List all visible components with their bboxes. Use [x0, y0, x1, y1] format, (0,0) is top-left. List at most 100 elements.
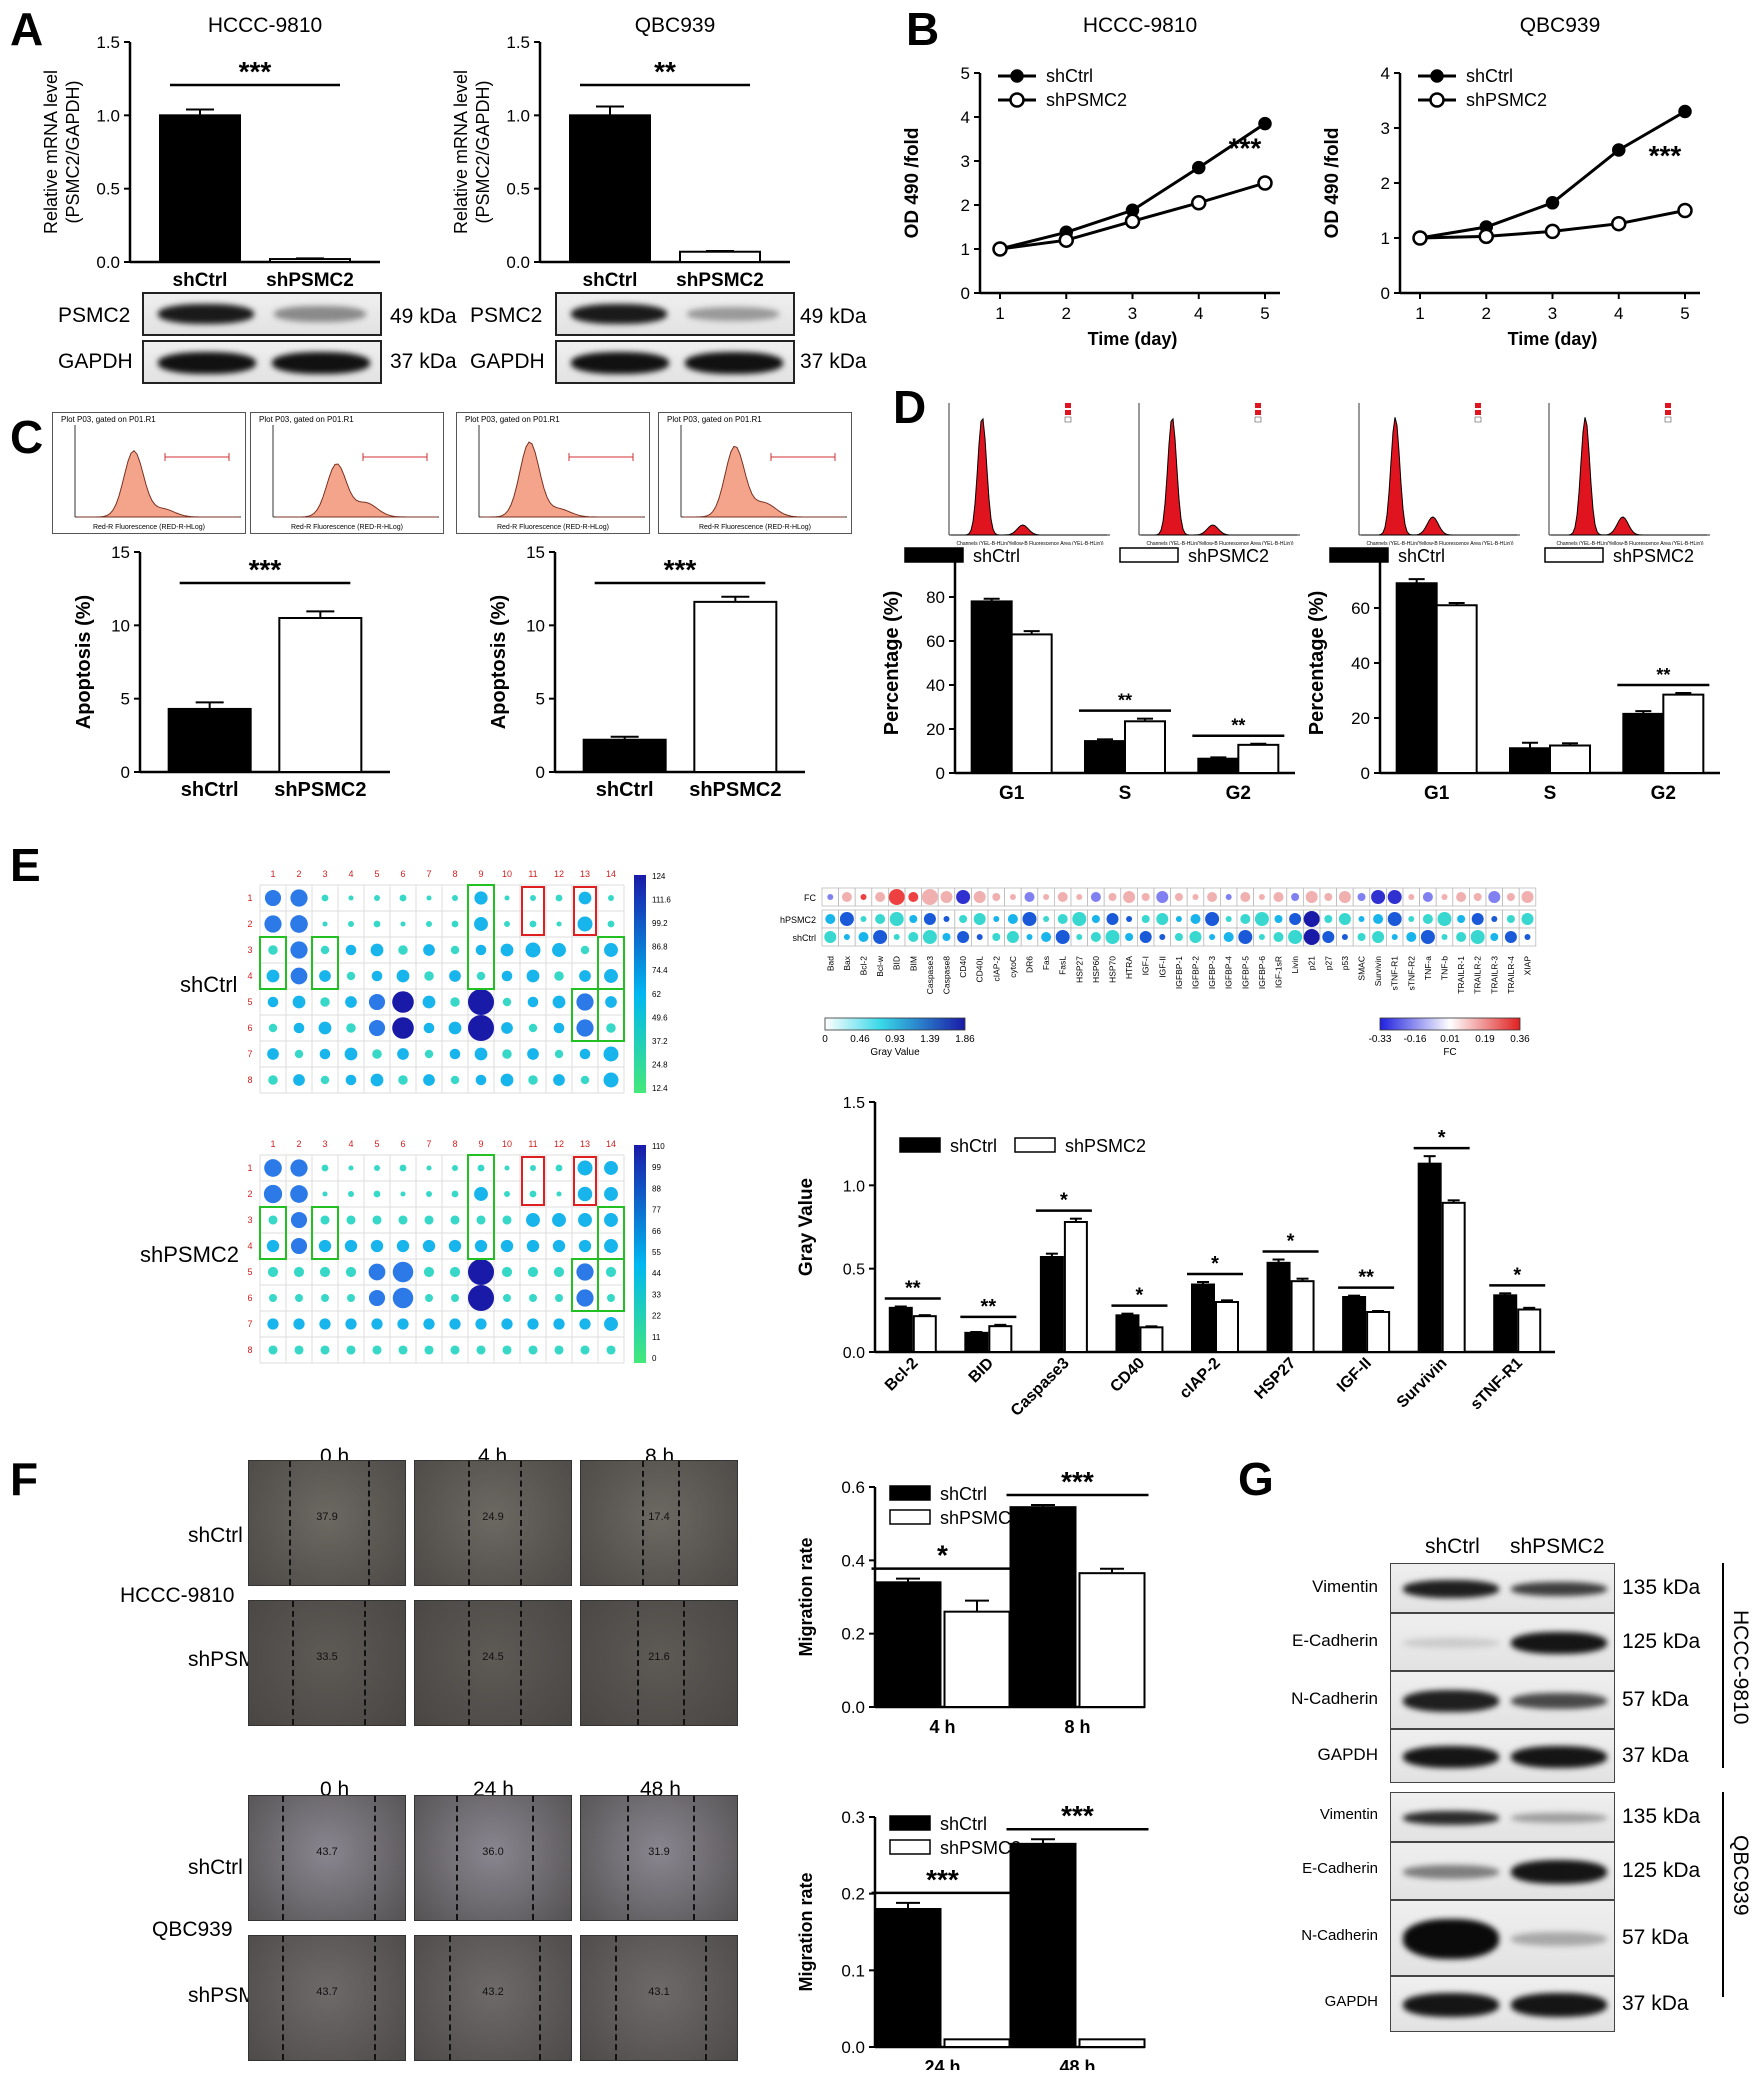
- chart-title: QBC939: [635, 14, 716, 37]
- bar-shpsmc2: [943, 2038, 1011, 2048]
- data-point: [1612, 143, 1626, 157]
- dotplot-spot: [604, 1317, 618, 1331]
- dotplot-spot: [320, 1345, 330, 1355]
- dotplot-spot: [576, 1019, 594, 1037]
- data-point: [1678, 104, 1692, 119]
- heat-spot: [1156, 891, 1169, 903]
- heat-spot: [825, 914, 836, 924]
- heat-spot: [1205, 912, 1220, 926]
- dotplot-spot: [526, 969, 540, 983]
- legend-label: shPSMC2: [1466, 90, 1547, 110]
- legend-swatch: [889, 1839, 931, 1855]
- dotplot-spot: [322, 1191, 328, 1197]
- dotplot-spot: [268, 945, 278, 955]
- dotplot-spot: [372, 1049, 382, 1059]
- legend-label: shPSMC2: [1065, 1136, 1146, 1156]
- dotplot-spot: [604, 1161, 618, 1175]
- dotplot-spot: [267, 1318, 279, 1330]
- dotplot-shpsmc2: 1 2 3 4 5 6 7 8 9 10 11 12 13 14123456781109988776655…: [247, 1139, 665, 1364]
- wound-image: 36.0: [414, 1795, 572, 1921]
- heat-spot: [1090, 932, 1101, 942]
- y-axis-label: Migration rate: [796, 1537, 816, 1656]
- x-tick-label: 1: [1415, 304, 1424, 323]
- wound-edge-line: [693, 1796, 696, 1920]
- panel-letter-f: F: [10, 1453, 39, 1505]
- bar-shpsmc2: [1237, 743, 1280, 774]
- y-tick-label: 0: [1381, 284, 1390, 303]
- dotplot-spot: [502, 997, 512, 1007]
- legend-swatch: [904, 547, 964, 563]
- red-highlight-box: [521, 1156, 545, 1206]
- significance-marker: *: [1060, 1190, 1068, 1212]
- dotplot-spot: [553, 1074, 565, 1086]
- blot-band: [1511, 1860, 1607, 1884]
- dotplot-spot: [450, 1345, 460, 1355]
- dotplot-spot: [500, 1239, 514, 1253]
- antibody-label: CD40: [958, 956, 968, 978]
- y-tick-label: 10: [526, 616, 545, 635]
- bar-shpsmc2: [1215, 1301, 1239, 1353]
- antibody-label: p53: [1340, 956, 1350, 970]
- wound-image: 24.5: [414, 1600, 572, 1726]
- heat-spot: [841, 892, 852, 902]
- heat-spot: [1108, 893, 1117, 901]
- x-tick-label: 5: [1260, 304, 1269, 323]
- wound-width-value: 43.7: [316, 1845, 338, 1858]
- cc-legend-swatch: [1064, 416, 1072, 423]
- heat-spot: [1358, 916, 1365, 922]
- bar-shctrl: [569, 114, 651, 264]
- fc-scale-label: -0.16: [1404, 1034, 1427, 1045]
- y-tick-label: 60: [926, 632, 945, 651]
- bar-shctrl: [874, 1581, 942, 1708]
- dotplot-col-label: 4: [348, 1139, 353, 1149]
- dotplot-spot: [372, 1345, 382, 1355]
- bar-shctrl: [874, 1908, 942, 2048]
- gray-scale-label: 0: [822, 1034, 828, 1045]
- y-tick-label: 0.1: [841, 1961, 865, 1980]
- dotplot-spot: [504, 1165, 510, 1171]
- bar-shctrl: [970, 600, 1013, 775]
- color-scale-bar: [634, 1145, 646, 1363]
- wound-width-value: 24.9: [482, 1510, 504, 1523]
- legend-swatch: [889, 1485, 931, 1501]
- wound-width-value: 24.5: [482, 1650, 504, 1663]
- dotplot-spot: [264, 1159, 282, 1177]
- color-scale-label: 0: [652, 1354, 657, 1363]
- dotplot-spot: [263, 1184, 283, 1204]
- y-tick-label: 0.5: [843, 1262, 865, 1279]
- wound-edge-line: [364, 1601, 367, 1725]
- category-label: G2: [1226, 783, 1251, 804]
- bar-shctrl: [1191, 1283, 1215, 1353]
- dotplot-spot: [347, 1294, 355, 1302]
- dotplot-spot: [424, 971, 434, 981]
- dotplot-spot: [268, 1345, 278, 1355]
- color-scale-label: 111.6: [652, 896, 671, 905]
- dotplot-row-label: 6: [247, 1293, 252, 1303]
- color-scale-label: 62: [652, 990, 661, 999]
- dotplot-spot: [368, 1289, 386, 1307]
- significance-marker: ***: [1061, 1800, 1094, 1831]
- bar-shpsmc2: [1010, 633, 1053, 775]
- bar-shctrl: [1039, 1256, 1064, 1353]
- color-scale-label: 11: [652, 1333, 661, 1342]
- dotplot-spot: [450, 1075, 460, 1085]
- dotplot-spot: [292, 995, 306, 1009]
- color-scale-label: 22: [652, 1312, 661, 1321]
- bar-shpsmc2: [269, 258, 351, 263]
- antibody-label: HSP60: [1091, 956, 1101, 983]
- dotplot-spot: [607, 920, 615, 928]
- blot-g-label: GAPDH: [1324, 1993, 1378, 2010]
- antibody-label: Livin: [1290, 956, 1300, 974]
- y-tick-label: 0.2: [841, 1885, 865, 1904]
- wound-image: 17.4: [580, 1460, 738, 1586]
- wound-image: 43.7: [248, 1935, 406, 2061]
- wound-edge-line: [367, 1461, 370, 1585]
- green-highlight-box: [259, 1206, 287, 1260]
- legend-label: shCtrl: [1398, 546, 1445, 566]
- x-tick-label: 3: [1548, 304, 1557, 323]
- heat-spot: [1072, 912, 1087, 926]
- heat-spot: [1141, 915, 1150, 923]
- dotplot-spot: [374, 1165, 380, 1171]
- dotplot-spot: [529, 1294, 537, 1302]
